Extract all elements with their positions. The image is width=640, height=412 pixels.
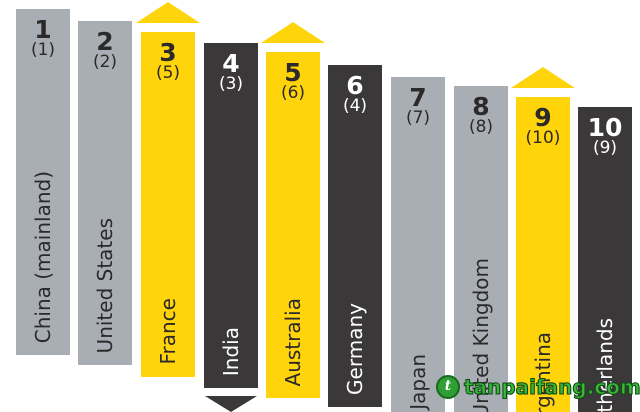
rank-block: 3 (5) (141, 32, 195, 83)
previous-rank: (1) (30, 40, 56, 60)
current-rank: 3 (159, 38, 177, 67)
current-rank: 8 (472, 92, 490, 121)
current-rank: 1 (34, 15, 52, 44)
rank-block: 4 (3) (204, 43, 258, 94)
previous-rank: (7) (405, 108, 431, 128)
current-rank: 2 (96, 27, 114, 56)
rank-block: 5 (6) (266, 52, 320, 103)
country-label: Japan (406, 354, 430, 410)
rank-block: 9 (10) (516, 97, 570, 148)
current-rank: 5 (284, 58, 302, 87)
previous-rank: (6) (280, 83, 306, 103)
previous-rank: (10) (525, 128, 561, 148)
previous-rank: (9) (592, 138, 618, 158)
rank-block: 10 (9) (578, 107, 632, 158)
bar-japan: 7 (7) Japan (391, 77, 445, 412)
current-rank: 6 (346, 71, 364, 100)
country-label: Australia (281, 297, 305, 386)
current-rank: 4 (222, 49, 240, 78)
bar-united-kingdom: 8 (8) United Kingdom (454, 86, 508, 412)
rank-block: 8 (8) (454, 86, 508, 137)
bar-india: 4 (3) India (204, 43, 258, 388)
up-arrow-icon (511, 67, 575, 88)
current-rank: 10 (587, 113, 623, 142)
bar-germany: 6 (4) Germany (328, 65, 382, 407)
rank-block: 1 (1) (16, 9, 70, 60)
tanpaifang-logo-icon: t (436, 375, 460, 399)
previous-rank: (2) (92, 52, 118, 72)
previous-rank: (3) (218, 74, 244, 94)
previous-rank: (8) (468, 117, 494, 137)
country-label: China (mainland) (31, 170, 55, 343)
current-rank: 9 (534, 103, 552, 132)
down-arrow-icon (205, 396, 257, 412)
up-arrow-icon (261, 22, 325, 43)
bar-united-states: 2 (2) United States (78, 21, 132, 365)
bar-netherlands: 10 (9) Netherlands (578, 107, 632, 412)
bar-france: 3 (5) France (141, 32, 195, 377)
country-label: Germany (343, 303, 367, 395)
up-arrow-icon (136, 2, 200, 23)
watermark-text: tanpaifang.com (463, 374, 640, 399)
bar-china-mainland: 1 (1) China (mainland) (16, 9, 70, 355)
previous-rank: (5) (155, 63, 181, 83)
country-label: United States (93, 217, 117, 353)
current-rank: 7 (409, 83, 427, 112)
previous-rank: (4) (342, 96, 368, 116)
bar-argentina: 9 (10) Argentina (516, 97, 570, 412)
country-label: France (156, 298, 180, 365)
bar-australia: 5 (6) Australia (266, 52, 320, 398)
watermark: t tanpaifang.com (436, 374, 640, 400)
rank-block: 7 (7) (391, 77, 445, 128)
country-label: Argentina (531, 332, 555, 412)
rank-block: 6 (4) (328, 65, 382, 116)
rank-block: 2 (2) (78, 21, 132, 72)
country-label: India (219, 326, 243, 376)
